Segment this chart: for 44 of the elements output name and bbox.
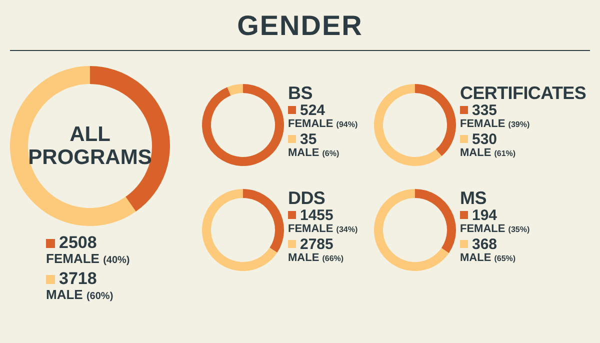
- data-label: 524: [300, 102, 326, 118]
- legend-label: MALE: [460, 147, 492, 160]
- chart-title: BS: [288, 83, 314, 103]
- data-label: 2785: [300, 236, 334, 253]
- text: (35%): [508, 225, 530, 234]
- donut-slice: [227, 84, 243, 96]
- donut-slice: [202, 84, 284, 166]
- data-label: 3718: [59, 269, 97, 290]
- donut-slice: [243, 189, 284, 253]
- text: (40%): [103, 255, 130, 266]
- legend-label: MALE: [46, 287, 83, 302]
- text: GENDER: [236, 10, 364, 42]
- data-label: 194: [472, 206, 498, 224]
- donut-slice: [415, 84, 456, 156]
- data-label: 1455: [300, 206, 334, 224]
- text: ALL PROGRAMS: [27, 122, 153, 171]
- text: (61%): [494, 149, 516, 158]
- data-label: 368: [472, 236, 498, 253]
- text: (66%): [322, 254, 344, 264]
- legend-label: FEMALE: [460, 118, 506, 130]
- text: (65%): [494, 254, 516, 264]
- donut-slice: [374, 189, 449, 271]
- chart-title: MS: [460, 188, 488, 208]
- text: (6%): [322, 149, 340, 158]
- text: (39%): [508, 120, 530, 129]
- data-label: 530: [472, 130, 498, 148]
- chart-title: CERTIFICATES: [460, 83, 588, 103]
- legend-label: FEMALE: [288, 118, 334, 130]
- text: (60%): [86, 291, 114, 302]
- donut-slice: [374, 84, 442, 166]
- legend-label: FEMALE: [460, 223, 506, 235]
- legend-label: FEMALE: [288, 223, 334, 235]
- data-label: 335: [472, 102, 498, 118]
- donut-slice: [202, 189, 278, 271]
- data-label: 2508: [59, 233, 97, 253]
- text: (94%): [336, 120, 358, 129]
- chart-title: DDS: [288, 188, 326, 208]
- legend-label: MALE: [288, 147, 320, 160]
- donut-slice: [415, 189, 456, 254]
- legend-label: MALE: [288, 252, 320, 264]
- legend-label: MALE: [460, 252, 492, 264]
- text: (34%): [336, 225, 358, 234]
- legend-label: FEMALE: [46, 251, 100, 266]
- data-label: 35: [300, 130, 317, 148]
